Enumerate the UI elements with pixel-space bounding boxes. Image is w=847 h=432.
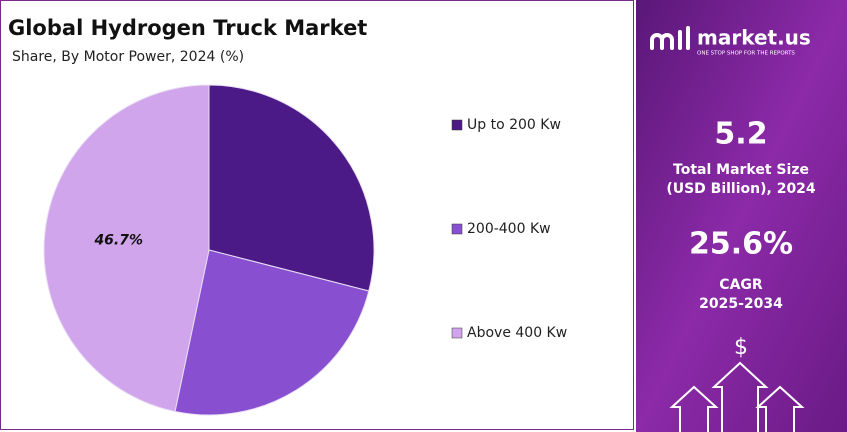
arrows-decoration <box>669 361 805 432</box>
legend-swatch <box>451 119 463 131</box>
legend-label: 200-400 Kw <box>467 221 551 237</box>
tagline: ONE STOP SHOP FOR THE REPORTS <box>697 51 795 57</box>
pie-slice <box>174 249 370 416</box>
pie: 46.7% <box>43 84 375 416</box>
chart-subtitle: Share, By Motor Power, 2024 (%) <box>12 49 244 65</box>
logo-icon <box>650 26 690 50</box>
market-size-label: Total Market Size <box>673 162 809 178</box>
legend-label: Up to 200 Kw <box>467 117 561 133</box>
market-size: 5.2 <box>714 117 767 152</box>
data-label: 46.7% <box>93 233 143 249</box>
legend-label: Above 400 Kw <box>467 325 567 341</box>
brand: market.us <box>697 26 811 50</box>
cagr: 25.6% <box>689 227 793 262</box>
legend-swatch <box>451 327 463 339</box>
pie-slice <box>43 84 210 413</box>
legend-swatch <box>451 223 463 235</box>
cagr-period: 2025-2034 <box>699 296 783 312</box>
pie-slice <box>208 84 375 292</box>
chart-title: Global Hydrogen Truck Market <box>8 16 367 40</box>
legend: Up to 200 Kw 200-400 Kw Above 400 Kw <box>451 117 567 341</box>
sidebar <box>636 0 847 432</box>
market-size-unit: (USD Billion), 2024 <box>666 181 816 197</box>
cagr-label: CAGR <box>719 277 763 293</box>
currency-icon: $ <box>734 335 748 360</box>
